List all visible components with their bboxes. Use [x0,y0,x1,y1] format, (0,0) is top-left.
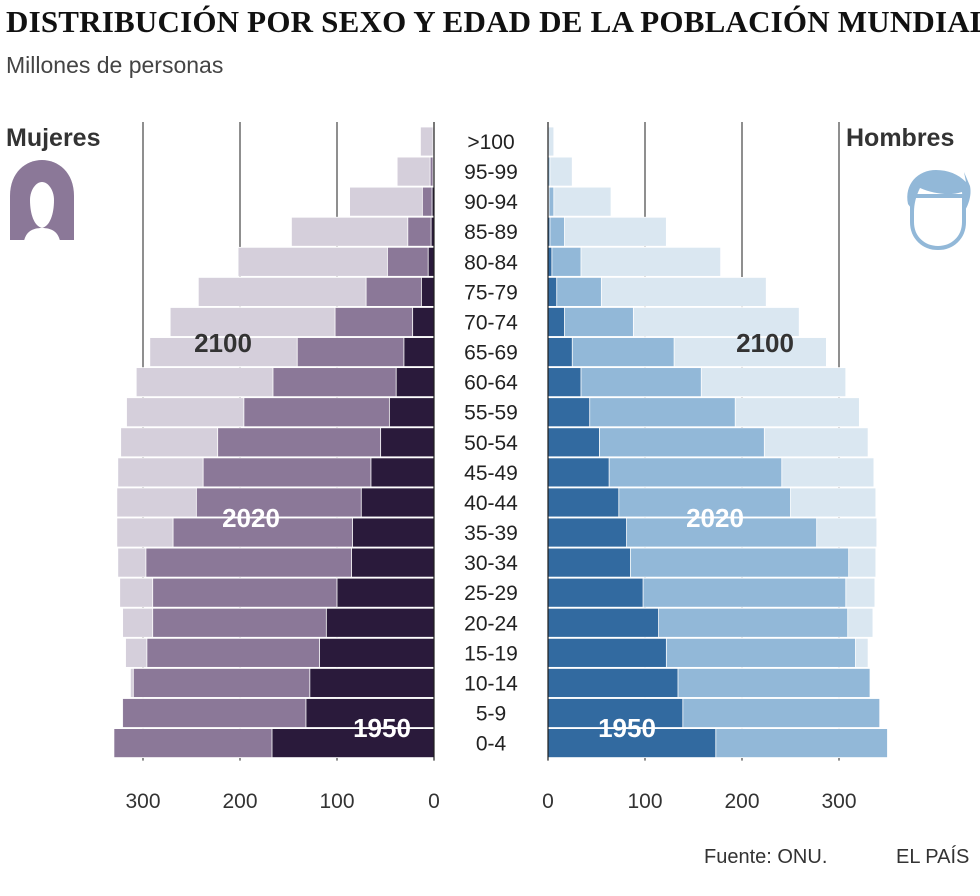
tick-women-100: 100 [319,790,354,813]
bar-women-1950-65-69 [403,337,435,367]
year-label-women-2100: 2100 [194,328,252,358]
age-label: 60-64 [464,372,518,395]
age-label: 70-74 [464,311,518,334]
bar-women-1950-20-24 [325,607,435,638]
bar-men-1950-25-29 [547,577,644,608]
bar-women-1950-15-19 [319,637,435,668]
chart-title: DISTRIBUCIÓN POR SEXO Y EDAD DE LA POBLA… [6,4,980,39]
bar-women-2020-80-84 [387,246,435,277]
bar-men-2100-90-94 [547,186,612,217]
age-label: 90-94 [464,191,518,214]
age-label: 50-54 [464,432,518,455]
bar-women-1950-30-34 [351,547,435,578]
age-label: 75-79 [464,281,518,304]
year-label-women-2020: 2020 [222,503,280,533]
bar-women-1950-45-49 [370,457,435,488]
bar-women-1950-0-4 [271,728,435,758]
bar-women-2100->100 [420,126,435,157]
age-label: 20-24 [464,612,518,635]
age-label: 55-59 [464,402,518,425]
bar-men-1950-75-79 [547,276,558,307]
bar-women-2100-95-99 [396,156,435,187]
year-label-men-1950: 1950 [598,713,656,743]
women-label: Mujeres [6,124,101,152]
bar-women-2020-85-89 [407,216,435,247]
bar-women-1950-40-44 [360,487,435,518]
bar-women-1950-5-9 [305,698,435,728]
tick-women-300: 300 [125,790,160,813]
year-label-women-1950: 1950 [353,713,411,743]
age-label: 35-39 [464,522,518,545]
age-label: 40-44 [464,492,518,515]
year-label-men-2020: 2020 [686,503,744,533]
men-label: Hombres [846,124,955,152]
bar-men-2100-85-89 [547,216,667,247]
age-group-labels: >100 95-99 90-94 85-89 80-84 75-79 70-74 65-69 6… [464,131,518,756]
age-label: 45-49 [464,462,518,485]
bar-men-2020-85-89 [547,216,565,247]
man-head-icon [907,170,971,251]
bar-women-1950-55-59 [388,397,435,428]
age-label: 80-84 [464,251,518,274]
tick-women-0: 0 [428,790,440,813]
chart-subtitle: Millones de personas [6,52,224,78]
bar-men-1950-30-34 [547,547,631,578]
bar-men-1950-35-39 [547,517,627,548]
bar-women-1950-50-54 [380,427,435,458]
bar-men-2100->100 [547,126,555,157]
bars [113,126,888,758]
bar-men-2020-80-84 [547,246,582,277]
bar-men-1950-40-44 [547,487,620,518]
age-label: 85-89 [464,221,518,244]
bar-women-1950-70-74 [412,307,435,337]
tick-men-200: 200 [724,790,759,813]
age-label: 5-9 [476,703,506,726]
tick-women-200: 200 [222,790,257,813]
bar-men-1950-15-19 [547,637,667,668]
bar-men-1950-55-59 [547,397,591,428]
brand: EL PAÍS [896,846,970,868]
year-labels: 2100 2020 1950 2100 2020 1950 [194,328,794,743]
year-label-men-2100: 2100 [736,328,794,358]
tick-men-300: 300 [821,790,856,813]
bar-women-1950-75-79 [420,276,435,307]
woman-head-icon [10,160,74,241]
bar-men-1950-70-74 [547,307,565,337]
bar-women-1950-60-64 [395,367,435,398]
tick-men-0: 0 [542,790,554,813]
bar-women-1950-25-29 [336,577,435,608]
age-label: 0-4 [476,733,507,756]
bar-men-1950-50-54 [547,427,600,458]
age-label: >100 [467,131,514,154]
bar-women-1950-10-14 [309,668,435,698]
age-label: 25-29 [464,582,518,605]
bar-men-1950-65-69 [547,337,573,367]
bar-men-1950-20-24 [547,607,659,638]
bar-women-1950-80-84 [427,246,435,277]
age-label: 95-99 [464,161,518,184]
bar-men-1950-5-9 [547,698,684,728]
tick-men-100: 100 [627,790,662,813]
bar-men-1950-10-14 [547,668,679,698]
bar-men-2100-95-99 [547,156,573,187]
bar-women-2100-90-94 [349,186,435,217]
axes: 0 0 100 100 200 200 300 300 [125,122,857,813]
age-label: 10-14 [464,672,518,695]
age-label: 65-69 [464,342,518,365]
age-label: 15-19 [464,642,518,665]
bar-men-1950-45-49 [547,457,610,488]
age-label: 30-34 [464,552,518,575]
bar-men-1950-60-64 [547,367,582,398]
source-note: Fuente: ONU. [704,846,828,868]
bar-women-1950-35-39 [352,517,435,548]
bar-men-1950-0-4 [547,728,717,758]
